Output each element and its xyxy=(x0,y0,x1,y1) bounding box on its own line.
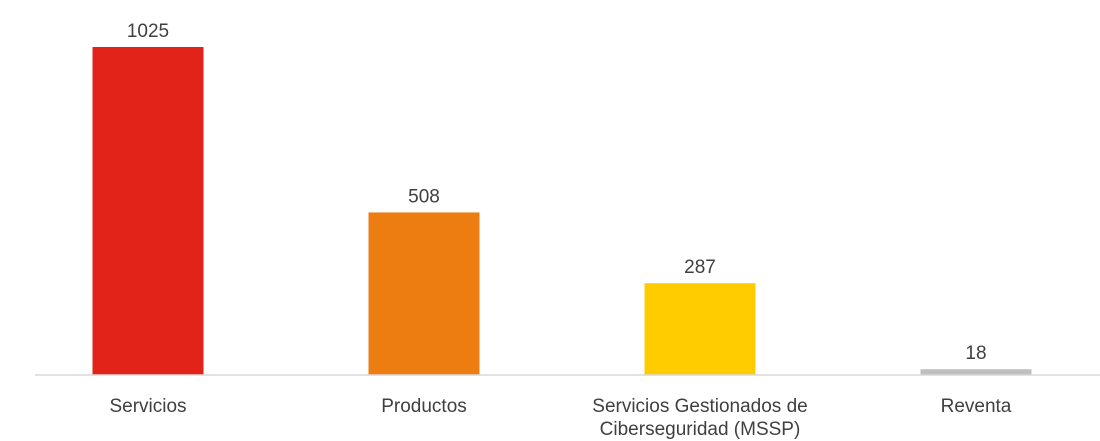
category-label-4: Reventa xyxy=(941,396,1012,417)
bar-4 xyxy=(920,369,1032,375)
category-label-line: Productos xyxy=(381,396,467,417)
category-label-line: Servicios Gestionados de xyxy=(592,396,807,417)
category-label-line: Servicios xyxy=(109,396,186,417)
bar-2 xyxy=(368,212,480,375)
bar-1 xyxy=(92,47,204,375)
data-label-1: 1025 xyxy=(127,21,169,42)
category-label-3: Servicios Gestionados de Ciberseguridad (… xyxy=(592,396,807,440)
category-label-line: Reventa xyxy=(941,396,1012,417)
data-label-3: 287 xyxy=(684,257,716,278)
category-label-line: Ciberseguridad (MSSP) xyxy=(600,419,801,440)
category-label-1: Servicios xyxy=(109,396,186,417)
bar-3 xyxy=(644,283,756,375)
data-label-4: 18 xyxy=(965,343,986,364)
data-label-2: 508 xyxy=(408,186,440,207)
category-label-2: Productos xyxy=(381,396,467,417)
